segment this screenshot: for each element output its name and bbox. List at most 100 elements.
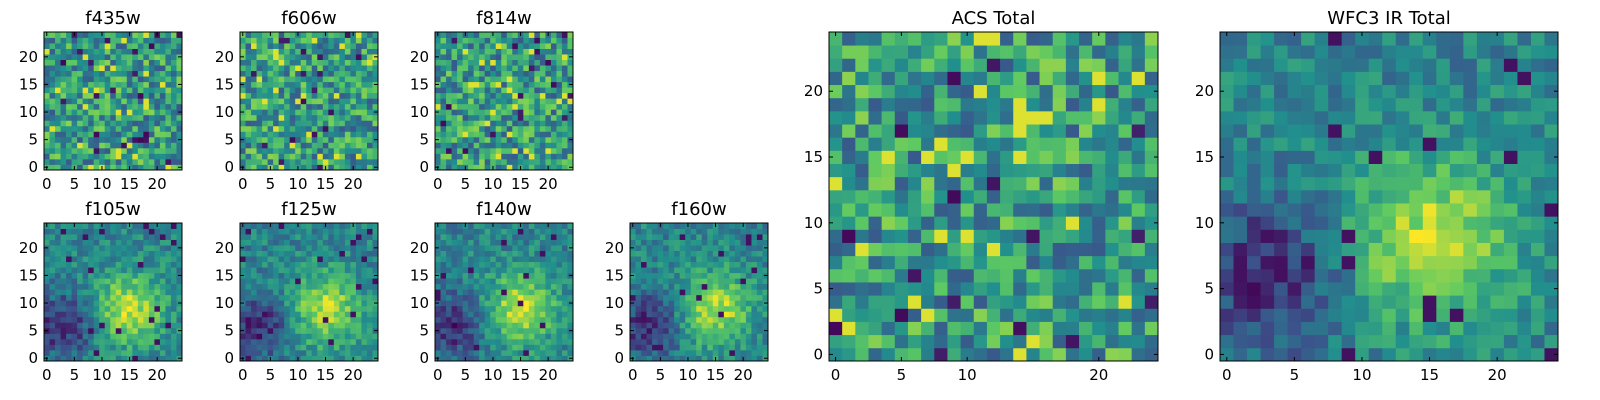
heatmap-cell [355,294,362,301]
heatmap-cell [479,158,486,165]
heatmap-cell [55,305,61,312]
heatmap-cell [165,142,172,149]
heatmap-cell [512,234,519,240]
heatmap-cell [278,43,285,49]
heatmap-cell [262,158,268,165]
heatmap-cell [652,267,658,274]
heatmap-cell [451,37,458,44]
heatmap-cell [528,344,535,351]
heatmap-cell [93,349,100,356]
heatmap-cell [462,81,469,88]
heatmap-cell [110,250,117,257]
heatmap-cell [501,234,508,240]
heatmap-cell [126,261,133,268]
heatmap-cell [49,92,56,99]
heatmap-cell [646,338,653,345]
heatmap-cell [550,311,557,318]
heatmap-cell [567,267,574,274]
heatmap-cell [333,98,340,105]
heatmap-cell [446,70,452,77]
heatmap-cell [77,322,84,329]
heatmap-cell [457,147,463,154]
y-tick-label: 20 [215,239,234,257]
heatmap-cell [60,48,67,55]
heatmap-cell [44,250,50,257]
heatmap-cell [49,272,56,279]
heatmap-cell [339,87,346,94]
heatmap-cell [446,223,452,229]
heatmap-cell [88,120,95,127]
heatmap-cell [110,278,117,285]
heatmap-cell [468,164,475,171]
heatmap-cell [539,300,546,307]
heatmap-cell [333,316,340,323]
heatmap-cell [66,136,72,143]
heatmap-cell [729,327,736,334]
heatmap-cell [328,267,335,274]
heatmap-cell [490,48,497,55]
heatmap-cell [462,289,469,296]
heatmap-cell [267,48,274,55]
heatmap-cell [148,289,155,296]
heatmap-cell [132,109,139,116]
heatmap-cell [311,272,318,279]
heatmap-cell [126,344,133,351]
heatmap-cell [317,81,324,88]
heatmap-cell [159,355,166,362]
heatmap-cell [240,333,246,340]
heatmap-cell [82,338,89,345]
heatmap-cell [44,322,50,329]
heatmap-cell [630,239,636,246]
heatmap-cell [501,322,508,329]
heatmap-cell [1052,268,1067,283]
heatmap-cell [652,289,658,296]
heatmap-cell [77,305,84,312]
heatmap-cell [333,278,340,285]
heatmap-cell [49,87,56,94]
heatmap-cell [148,32,155,38]
heatmap-cell [539,147,546,154]
heatmap-cell [479,131,486,138]
heatmap-cell [635,294,642,301]
heatmap-cell [300,92,307,99]
heatmap-cell [273,294,280,301]
heatmap-cell [93,109,100,116]
heatmap-cell [104,37,111,44]
heatmap-cell [881,282,896,296]
heatmap-cell [440,322,447,329]
heatmap-cell [545,158,552,165]
heatmap-cell [137,136,144,143]
heatmap-cell [646,344,653,351]
heatmap-cell [457,250,463,257]
heatmap-cell [278,289,285,296]
heatmap-cell [137,278,144,285]
heatmap-cell [534,305,541,312]
heatmap-cell [267,142,274,149]
heatmap-cell [306,305,313,312]
heatmap-cell [550,87,557,94]
heatmap-cell [267,37,274,44]
heatmap-cell [1000,282,1014,296]
heatmap-cell [712,278,719,285]
heatmap-cell [245,164,252,171]
heatmap-cell [115,316,122,323]
heatmap-cell [60,333,67,340]
heatmap-cell [657,245,664,251]
heatmap-cell [143,234,150,240]
heatmap-cell [278,48,285,55]
heatmap-cell [60,136,67,143]
heatmap-cell [361,54,368,60]
heatmap-cell [328,234,335,240]
heatmap-cell [93,125,100,132]
heatmap-cell [165,245,172,251]
heatmap-cell [734,234,741,240]
heatmap-cell [317,322,324,329]
heatmap-cell [550,158,557,165]
heatmap-cell [468,120,475,127]
heatmap-cell [517,256,524,263]
heatmap-cell [534,234,541,240]
x-tick-label: 15 [706,366,725,384]
heatmap-cell [284,87,291,94]
heatmap-cell [947,295,961,309]
